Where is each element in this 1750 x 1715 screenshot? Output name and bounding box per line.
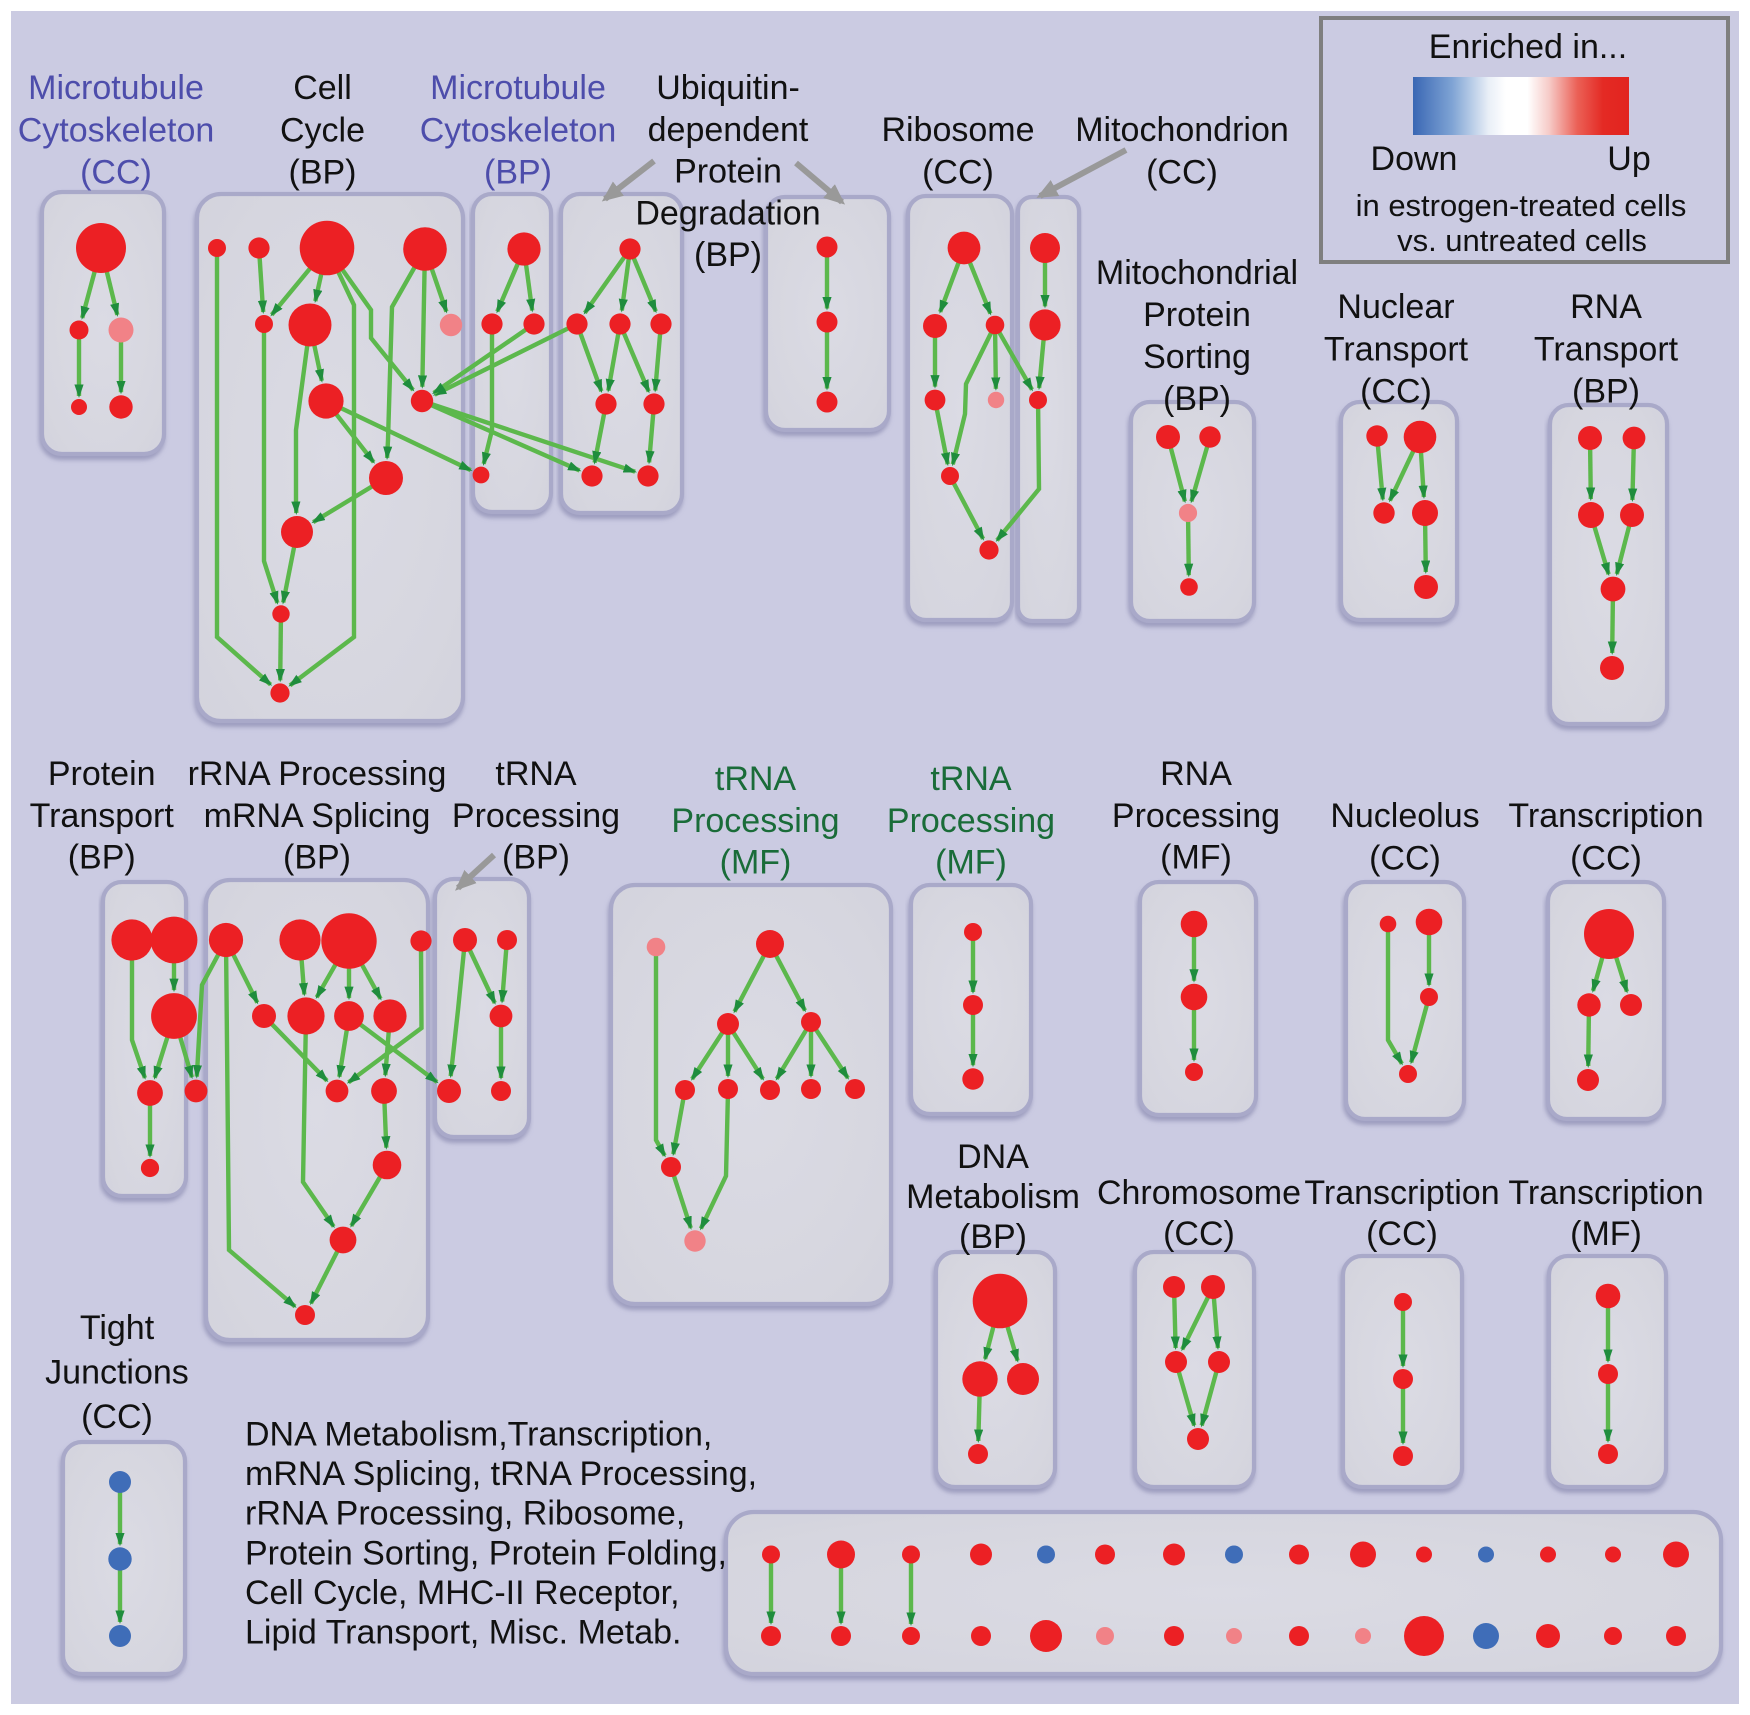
svg-text:Nuclear: Nuclear (1337, 288, 1454, 326)
svg-text:in estrogen-treated cells: in estrogen-treated cells (1356, 188, 1687, 223)
svg-text:(BP): (BP) (484, 154, 552, 192)
svg-text:(MF): (MF) (720, 844, 792, 882)
svg-text:Protein: Protein (48, 755, 156, 793)
svg-text:Protein Sorting, Protein Foldi: Protein Sorting, Protein Folding, (245, 1534, 727, 1572)
svg-text:(CC): (CC) (1570, 839, 1642, 877)
svg-text:Enriched in...: Enriched in... (1429, 28, 1627, 66)
svg-text:Chromosome: Chromosome (1097, 1174, 1301, 1212)
svg-text:Sorting: Sorting (1143, 338, 1251, 376)
svg-text:Processing: Processing (452, 797, 620, 835)
svg-text:Transport: Transport (1324, 330, 1469, 368)
svg-text:tRNA: tRNA (715, 760, 797, 798)
svg-text:(CC): (CC) (80, 154, 152, 192)
svg-text:Metabolism: Metabolism (906, 1178, 1080, 1216)
svg-text:Junctions: Junctions (45, 1354, 189, 1392)
svg-text:(BP): (BP) (502, 839, 570, 877)
svg-text:(BP): (BP) (283, 839, 351, 877)
svg-text:Ubiquitin-: Ubiquitin- (656, 69, 800, 107)
svg-text:Protein: Protein (674, 153, 782, 191)
svg-text:Transcription: Transcription (1508, 797, 1703, 835)
svg-text:tRNA: tRNA (495, 755, 577, 793)
svg-text:Cytoskeleton: Cytoskeleton (420, 111, 617, 149)
svg-text:dependent: dependent (648, 111, 809, 149)
svg-text:Mitochondrial: Mitochondrial (1096, 254, 1298, 292)
svg-text:(BP): (BP) (1163, 380, 1231, 418)
svg-text:Ribosome: Ribosome (881, 111, 1034, 149)
svg-text:(CC): (CC) (81, 1398, 153, 1436)
svg-text:Microtubule: Microtubule (28, 69, 204, 107)
svg-text:Lipid Transport, Misc. Metab.: Lipid Transport, Misc. Metab. (245, 1614, 682, 1652)
svg-text:Cytoskeleton: Cytoskeleton (18, 111, 215, 149)
svg-text:Cell Cycle, MHC-II Receptor,: Cell Cycle, MHC-II Receptor, (245, 1574, 680, 1612)
svg-text:(BP): (BP) (694, 236, 762, 274)
svg-text:(BP): (BP) (1572, 373, 1640, 411)
svg-text:rRNA Processing: rRNA Processing (188, 755, 447, 793)
svg-text:(MF): (MF) (935, 844, 1007, 882)
svg-text:Tight: Tight (80, 1309, 155, 1347)
svg-text:(CC): (CC) (1146, 153, 1218, 191)
svg-text:(MF): (MF) (1160, 839, 1232, 877)
svg-text:Processing: Processing (671, 802, 839, 840)
svg-text:RNA: RNA (1570, 288, 1642, 326)
svg-text:(BP): (BP) (289, 154, 357, 192)
svg-text:Cell: Cell (293, 69, 352, 107)
svg-text:Transport: Transport (30, 797, 175, 835)
svg-text:Microtubule: Microtubule (430, 69, 606, 107)
svg-text:Processing: Processing (887, 802, 1055, 840)
svg-text:mRNA Splicing, tRNA Processing: mRNA Splicing, tRNA Processing, (245, 1455, 757, 1493)
svg-text:(CC): (CC) (1369, 839, 1441, 877)
svg-text:Mitochondrion: Mitochondrion (1075, 111, 1289, 149)
svg-text:vs. untreated cells: vs. untreated cells (1397, 223, 1647, 258)
svg-text:DNA: DNA (957, 1138, 1029, 1176)
svg-text:DNA Metabolism,Transcription,: DNA Metabolism,Transcription, (245, 1416, 712, 1454)
svg-text:RNA: RNA (1160, 755, 1232, 793)
svg-text:mRNA Splicing: mRNA Splicing (204, 797, 431, 835)
svg-text:(BP): (BP) (68, 839, 136, 877)
svg-text:(CC): (CC) (1366, 1215, 1438, 1253)
svg-text:Nucleolus: Nucleolus (1330, 797, 1479, 835)
svg-text:rRNA Processing, Ribosome,: rRNA Processing, Ribosome, (245, 1495, 685, 1533)
svg-text:tRNA: tRNA (930, 760, 1012, 798)
svg-text:(MF): (MF) (1570, 1215, 1642, 1253)
svg-text:Up: Up (1607, 140, 1650, 178)
svg-text:Degradation: Degradation (635, 194, 820, 232)
svg-text:Transcription: Transcription (1304, 1174, 1499, 1212)
svg-text:(BP): (BP) (959, 1218, 1027, 1256)
svg-text:Cycle: Cycle (280, 111, 365, 149)
svg-text:(CC): (CC) (1360, 373, 1432, 411)
svg-text:(CC): (CC) (1163, 1215, 1235, 1253)
svg-text:Transport: Transport (1534, 330, 1679, 368)
svg-text:Transcription: Transcription (1508, 1174, 1703, 1212)
svg-text:Processing: Processing (1112, 797, 1280, 835)
svg-text:(CC): (CC) (922, 153, 994, 191)
svg-text:Down: Down (1371, 140, 1458, 178)
svg-text:Protein: Protein (1143, 296, 1251, 334)
